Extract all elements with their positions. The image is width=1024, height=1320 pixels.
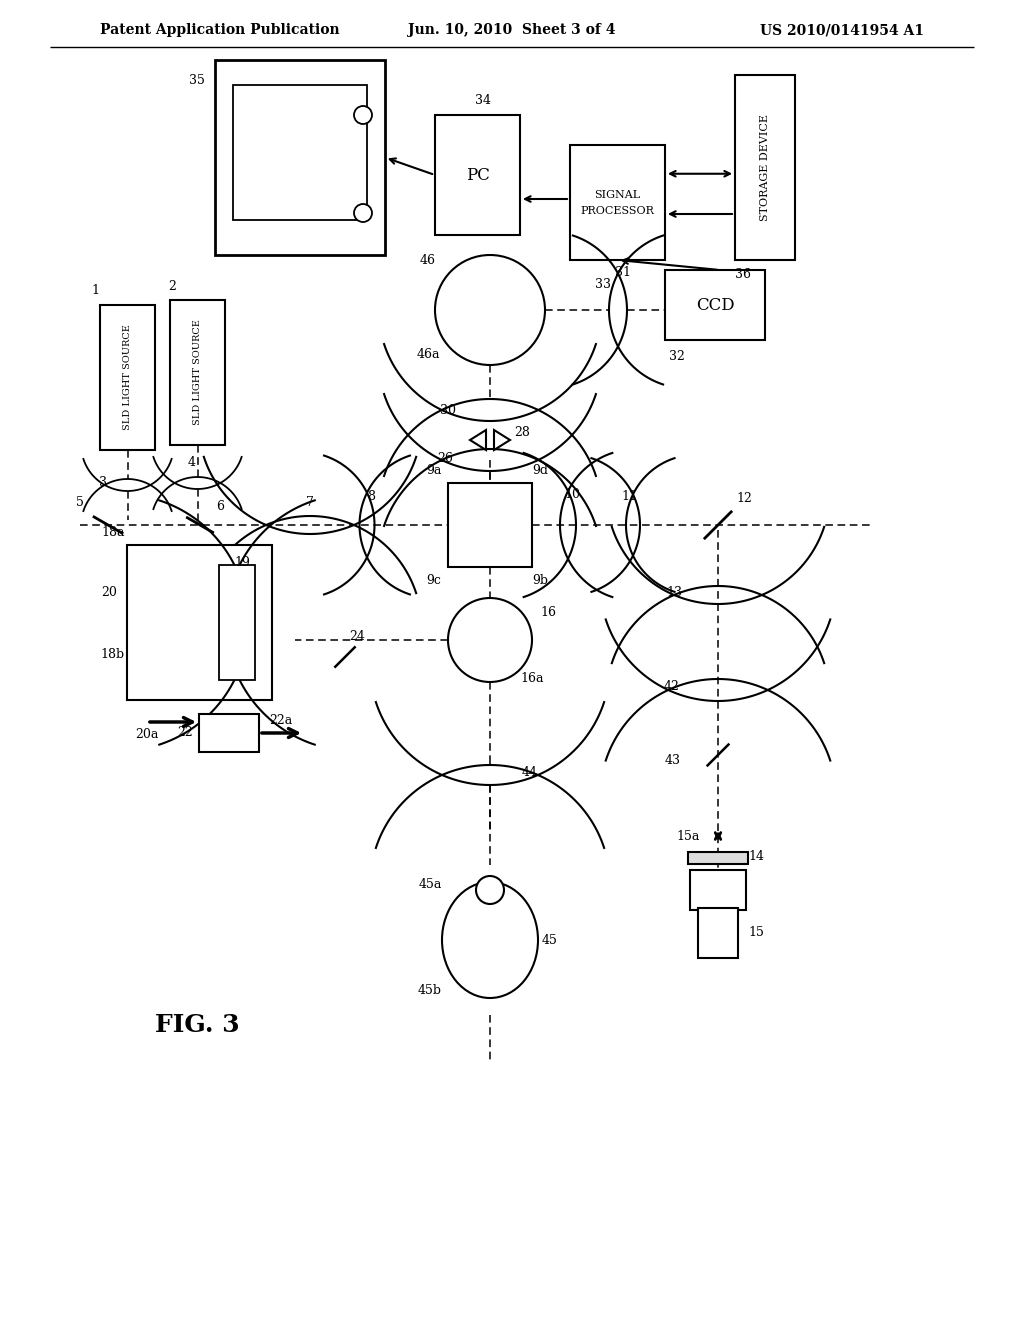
Text: 9d: 9d [532,465,548,478]
Text: 16: 16 [540,606,556,619]
Text: 4: 4 [187,457,196,470]
Text: STORAGE DEVICE: STORAGE DEVICE [760,114,770,220]
Bar [698,908,738,958]
Text: 35: 35 [189,74,205,87]
Text: 19: 19 [234,557,250,569]
Bar [435,115,520,235]
Bar [215,59,385,255]
Bar [219,565,255,680]
Text: 5: 5 [76,496,84,510]
Text: 45b: 45b [418,983,442,997]
Circle shape [449,598,532,682]
Text: PC: PC [466,166,489,183]
Text: 22a: 22a [269,714,293,727]
Text: 28: 28 [514,425,530,438]
Text: 7: 7 [306,496,314,510]
Bar [170,300,225,445]
Text: 36: 36 [735,268,751,281]
Text: 9a: 9a [426,465,441,478]
Text: 20a: 20a [135,727,159,741]
Text: 44: 44 [522,767,538,780]
Text: 14: 14 [748,850,764,862]
Text: 9b: 9b [532,574,548,587]
Text: FIG. 3: FIG. 3 [155,1012,240,1038]
Bar [665,271,765,341]
Text: 22: 22 [177,726,193,739]
Text: Jun. 10, 2010  Sheet 3 of 4: Jun. 10, 2010 Sheet 3 of 4 [409,22,615,37]
Text: 15: 15 [749,927,764,940]
Text: 26: 26 [437,451,453,465]
Bar [735,75,795,260]
Text: 34: 34 [474,95,490,107]
Bar [127,545,272,700]
Text: 20: 20 [101,586,117,599]
Text: 30: 30 [440,404,456,417]
Text: 3: 3 [99,477,108,490]
Text: 43: 43 [665,754,681,767]
Bar [690,870,746,909]
Text: 46: 46 [420,253,436,267]
Text: 12: 12 [736,492,752,506]
Bar [570,145,665,260]
Text: 2: 2 [168,280,176,293]
Text: 13: 13 [666,586,682,598]
Text: US 2010/0141954 A1: US 2010/0141954 A1 [760,22,924,37]
Bar [449,483,532,568]
Circle shape [354,106,372,124]
Bar [688,851,748,865]
Text: 16a: 16a [520,672,544,685]
Circle shape [354,205,372,222]
Text: 10: 10 [564,488,580,502]
Ellipse shape [442,882,538,998]
Text: 45: 45 [542,933,558,946]
Text: 15a: 15a [676,829,699,842]
Text: 18b: 18b [101,648,125,661]
Text: 6: 6 [216,500,224,513]
Bar [199,714,259,752]
Text: 9c: 9c [427,574,441,587]
Circle shape [435,255,545,366]
Text: 45a: 45a [419,879,441,891]
Bar [233,84,367,220]
Text: 33: 33 [595,277,611,290]
Text: SIGNAL: SIGNAL [595,190,641,199]
Bar [100,305,155,450]
Text: 32: 32 [669,350,685,363]
Text: 18a: 18a [101,527,125,540]
Text: CCD: CCD [695,297,734,314]
Text: 1: 1 [91,285,99,297]
Text: 8: 8 [367,491,375,503]
Text: PROCESSOR: PROCESSOR [581,206,654,215]
Text: SLD LIGHT SOURCE: SLD LIGHT SOURCE [123,325,132,430]
Text: 42: 42 [664,680,680,693]
Circle shape [476,876,504,904]
Text: Patent Application Publication: Patent Application Publication [100,22,340,37]
Text: 24: 24 [349,631,365,644]
Text: 31: 31 [615,265,631,279]
Text: 46a: 46a [416,348,439,362]
Text: SLD LIGHT SOURCE: SLD LIGHT SOURCE [193,319,202,425]
Text: 11: 11 [621,491,637,503]
